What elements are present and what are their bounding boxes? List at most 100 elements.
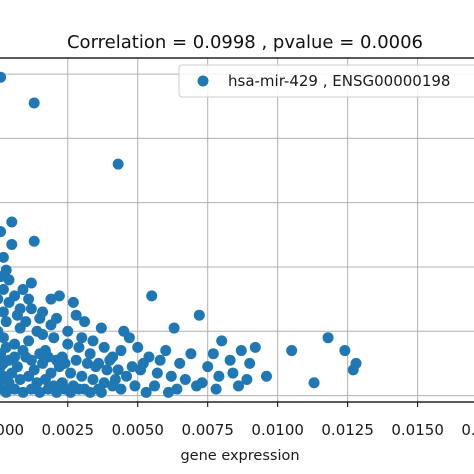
data-point bbox=[0, 294, 4, 305]
data-point bbox=[28, 235, 40, 247]
data-point bbox=[42, 383, 54, 395]
data-point bbox=[95, 386, 107, 398]
plot-frame bbox=[0, 57, 474, 403]
x-tick-label: 0.0150 bbox=[391, 421, 444, 439]
data-point bbox=[286, 345, 298, 357]
data-point bbox=[244, 357, 256, 369]
data-point bbox=[6, 216, 18, 228]
legend-label: hsa-mir-429 , ENSG00000198 bbox=[228, 72, 450, 90]
data-point bbox=[25, 383, 37, 395]
data-point bbox=[14, 373, 26, 385]
data-point bbox=[160, 345, 172, 357]
data-point bbox=[140, 386, 152, 398]
data-point bbox=[233, 380, 244, 392]
data-point bbox=[154, 354, 166, 366]
x-tick-label: 0.0000 bbox=[0, 421, 24, 439]
data-point bbox=[53, 290, 65, 302]
data-point bbox=[76, 332, 88, 344]
data-point bbox=[249, 341, 261, 353]
data-point bbox=[151, 367, 163, 379]
data-point bbox=[0, 71, 7, 83]
data-point bbox=[84, 386, 96, 398]
data-point bbox=[11, 309, 23, 321]
data-point bbox=[179, 373, 191, 385]
data-point bbox=[350, 357, 362, 369]
data-point bbox=[235, 345, 247, 357]
data-point bbox=[0, 251, 9, 263]
data-point bbox=[37, 328, 49, 340]
data-point bbox=[9, 290, 21, 302]
data-point bbox=[84, 348, 96, 360]
data-point bbox=[3, 274, 15, 286]
data-point bbox=[0, 386, 12, 398]
data-point bbox=[65, 367, 77, 379]
data-point bbox=[34, 348, 46, 360]
data-point bbox=[9, 351, 21, 363]
data-point bbox=[107, 380, 119, 392]
data-point bbox=[23, 293, 35, 305]
data-point bbox=[0, 341, 12, 353]
data-point bbox=[216, 335, 228, 347]
data-point bbox=[132, 341, 144, 353]
data-point bbox=[34, 386, 46, 398]
data-point bbox=[322, 332, 334, 344]
data-point bbox=[112, 158, 124, 170]
data-point bbox=[62, 338, 74, 350]
data-point bbox=[115, 383, 127, 395]
data-point bbox=[70, 309, 82, 321]
data-point bbox=[87, 373, 99, 385]
data-point bbox=[51, 386, 63, 398]
data-point bbox=[9, 338, 21, 350]
x-tick-label: 0.0100 bbox=[251, 421, 304, 439]
data-point bbox=[76, 370, 88, 382]
data-point bbox=[115, 345, 127, 357]
data-point bbox=[48, 332, 60, 344]
data-point bbox=[6, 238, 18, 250]
data-point bbox=[28, 97, 40, 109]
data-point bbox=[73, 383, 85, 395]
data-point bbox=[51, 354, 63, 366]
x-tick-label: 0.0175 bbox=[461, 421, 474, 439]
grid-lines bbox=[0, 58, 474, 402]
data-point bbox=[121, 370, 133, 382]
data-point bbox=[70, 354, 82, 366]
data-point bbox=[165, 370, 177, 382]
data-point bbox=[149, 380, 161, 392]
data-point bbox=[59, 357, 71, 369]
data-point bbox=[25, 277, 37, 289]
data-point bbox=[67, 296, 79, 308]
data-point bbox=[104, 354, 116, 366]
data-point bbox=[0, 316, 12, 328]
data-point bbox=[163, 386, 175, 398]
data-point bbox=[210, 383, 222, 395]
legend-box bbox=[178, 64, 474, 98]
data-point bbox=[129, 380, 141, 392]
x-tick-label: 0.0075 bbox=[181, 421, 234, 439]
data-point bbox=[0, 283, 9, 295]
data-point bbox=[45, 319, 57, 331]
data-point bbox=[227, 367, 239, 379]
data-point bbox=[62, 325, 74, 337]
x-axis-ticks: 0.0000 0.0025 0.0050 0.0075 0.0100 0.0125 0.01… bbox=[0, 402, 474, 439]
data-point bbox=[168, 322, 180, 334]
data-point bbox=[0, 306, 9, 318]
data-point bbox=[191, 380, 203, 392]
data-point bbox=[193, 309, 205, 321]
legend-marker bbox=[197, 75, 209, 87]
data-point bbox=[25, 303, 37, 315]
data-point bbox=[137, 357, 149, 369]
x-tick-label: 0.0050 bbox=[111, 421, 164, 439]
x-tick-label: 0.0025 bbox=[42, 421, 95, 439]
data-point bbox=[17, 283, 29, 295]
data-point bbox=[260, 370, 272, 382]
data-point bbox=[42, 351, 54, 363]
data-point bbox=[126, 361, 138, 373]
data-point bbox=[65, 386, 77, 398]
data-point bbox=[39, 373, 51, 385]
data-point bbox=[73, 341, 85, 353]
data-point bbox=[37, 306, 49, 318]
data-point bbox=[20, 316, 32, 328]
data-point bbox=[87, 335, 99, 347]
data-point bbox=[0, 326, 4, 337]
data-point bbox=[224, 354, 236, 366]
